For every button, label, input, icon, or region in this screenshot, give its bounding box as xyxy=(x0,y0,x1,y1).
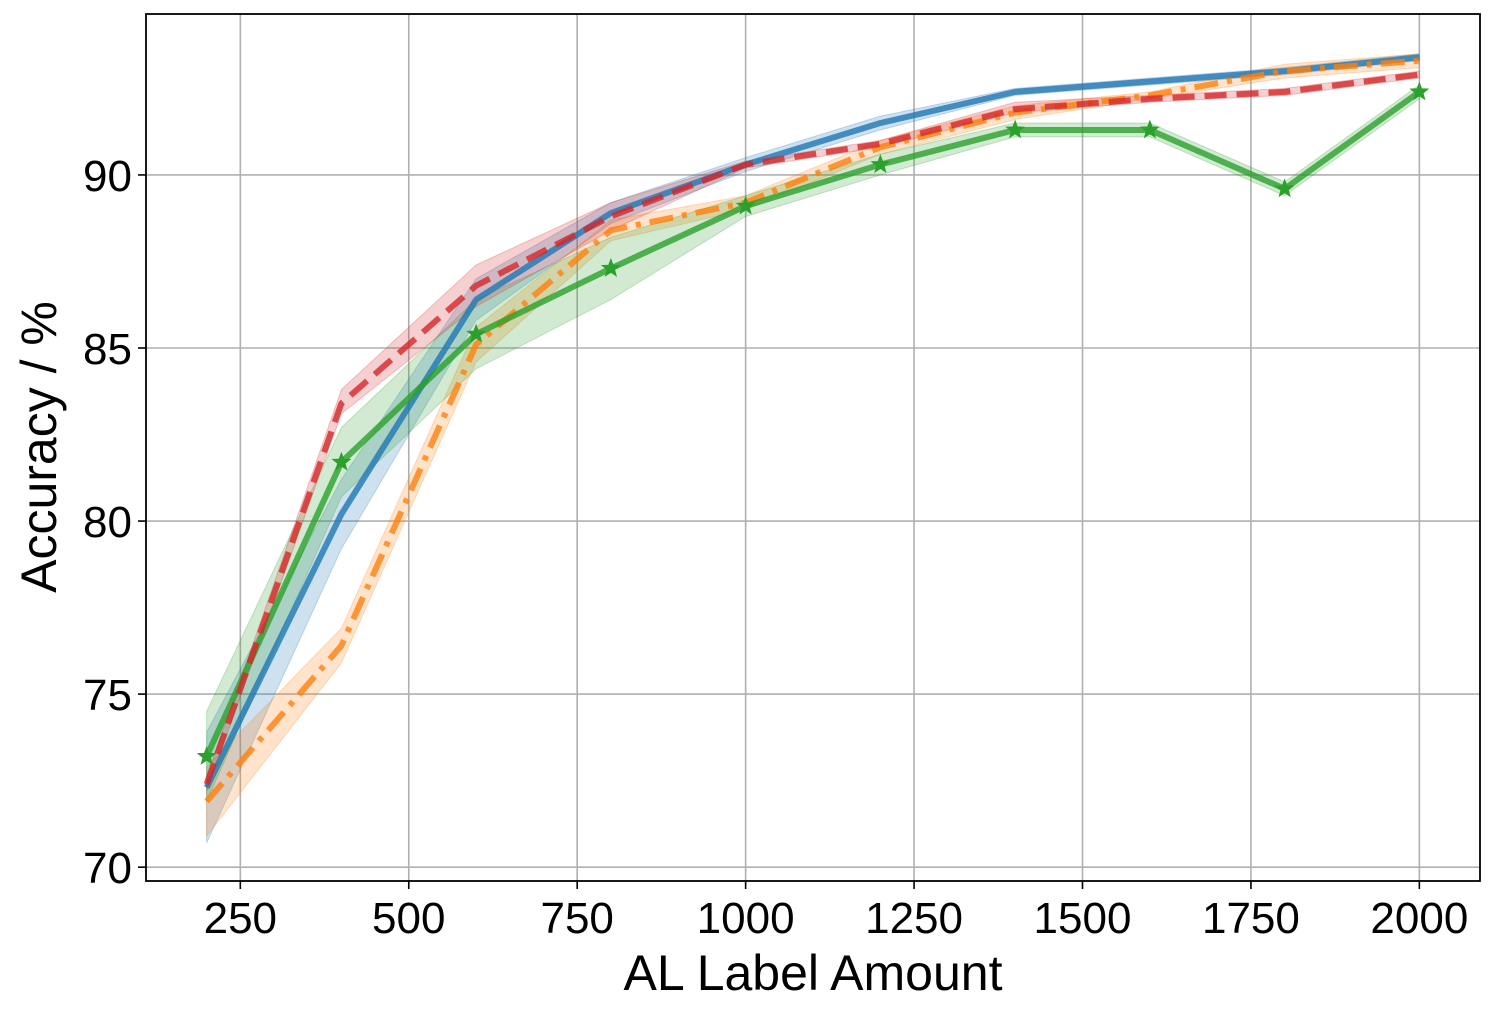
y-tick-label: 85 xyxy=(83,325,132,374)
y-tick-label: 90 xyxy=(83,152,132,201)
line-series-2 xyxy=(203,89,1422,758)
line-series-0 xyxy=(203,54,1420,789)
band-series-1 xyxy=(206,53,1420,838)
y-tick-label: 75 xyxy=(83,671,132,720)
x-tick-label: 1500 xyxy=(1034,894,1132,943)
axis-ticks: 250 500 750 1000 1250 1500 1750 2000 70 75 80 85 90 xyxy=(83,152,1468,943)
point-series-2 xyxy=(600,257,621,277)
band-series-3 xyxy=(206,70,1420,792)
point-series-2 xyxy=(735,195,756,215)
x-tick-label: 1000 xyxy=(697,894,795,943)
point-series-2 xyxy=(1274,178,1295,198)
y-tick-label: 80 xyxy=(83,498,132,547)
point-series-2 xyxy=(1005,119,1026,139)
x-axis-label: AL Label Amount xyxy=(624,945,1003,1001)
plot-frame xyxy=(145,13,1481,882)
point-series-2 xyxy=(196,745,217,765)
x-tick-label: 1750 xyxy=(1202,894,1300,943)
point-series-2 xyxy=(466,323,487,343)
x-tick-label: 2000 xyxy=(1370,894,1468,943)
confidence-bands xyxy=(206,53,1420,844)
series-markers xyxy=(196,81,1430,765)
y-tick-label: 70 xyxy=(83,844,132,893)
x-tick-label: 750 xyxy=(540,894,613,943)
line-series-1 xyxy=(204,57,1420,804)
series-lines xyxy=(203,54,1422,804)
point-series-2 xyxy=(1409,81,1430,101)
line-series-3 xyxy=(203,71,1420,786)
x-tick-label: 500 xyxy=(372,894,445,943)
point-series-2 xyxy=(1139,119,1160,139)
y-axis-label: Accuracy / % xyxy=(11,301,67,593)
band-series-0 xyxy=(206,53,1420,844)
x-tick-label: 1250 xyxy=(865,894,963,943)
point-series-2 xyxy=(331,451,352,471)
point-series-2 xyxy=(870,154,891,173)
x-tick-label: 250 xyxy=(204,894,277,943)
